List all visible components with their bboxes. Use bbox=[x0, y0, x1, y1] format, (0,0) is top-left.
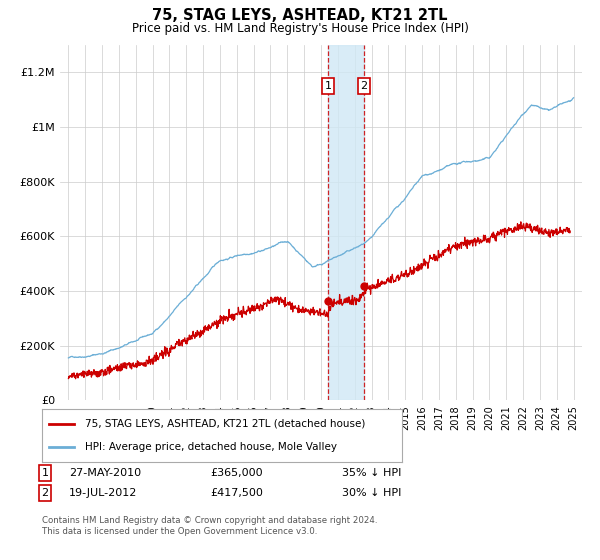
Text: £417,500: £417,500 bbox=[210, 488, 263, 498]
Text: Contains HM Land Registry data © Crown copyright and database right 2024.
This d: Contains HM Land Registry data © Crown c… bbox=[42, 516, 377, 536]
Text: 2: 2 bbox=[361, 81, 368, 91]
Text: £365,000: £365,000 bbox=[210, 468, 263, 478]
Text: 27-MAY-2010: 27-MAY-2010 bbox=[69, 468, 141, 478]
Text: 30% ↓ HPI: 30% ↓ HPI bbox=[342, 488, 401, 498]
Bar bbox=[328, 45, 364, 400]
Text: 1: 1 bbox=[41, 468, 49, 478]
Text: Price paid vs. HM Land Registry's House Price Index (HPI): Price paid vs. HM Land Registry's House … bbox=[131, 22, 469, 35]
Text: 2: 2 bbox=[41, 488, 49, 498]
Text: HPI: Average price, detached house, Mole Valley: HPI: Average price, detached house, Mole… bbox=[85, 442, 337, 452]
Text: 35% ↓ HPI: 35% ↓ HPI bbox=[342, 468, 401, 478]
Text: 75, STAG LEYS, ASHTEAD, KT21 2TL: 75, STAG LEYS, ASHTEAD, KT21 2TL bbox=[152, 8, 448, 24]
Text: 19-JUL-2012: 19-JUL-2012 bbox=[69, 488, 137, 498]
Text: 1: 1 bbox=[325, 81, 332, 91]
Text: 75, STAG LEYS, ASHTEAD, KT21 2TL (detached house): 75, STAG LEYS, ASHTEAD, KT21 2TL (detach… bbox=[85, 419, 365, 429]
